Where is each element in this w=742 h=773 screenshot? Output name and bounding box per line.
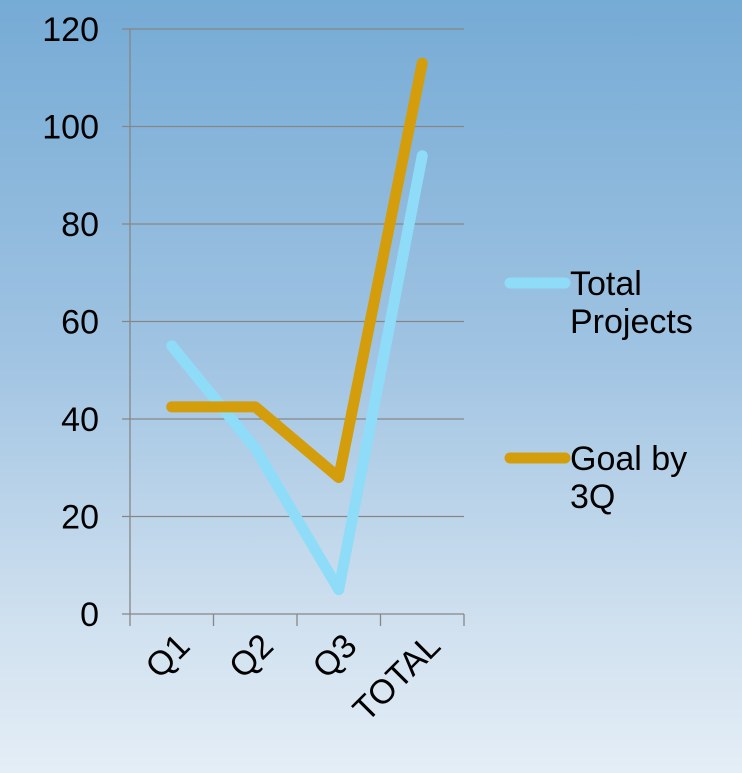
series-lines bbox=[166, 57, 428, 596]
y-tick-label: 80 bbox=[61, 206, 99, 244]
legend-label-1: Goal by 3Q bbox=[570, 440, 687, 516]
series-line-1 bbox=[166, 57, 428, 483]
gridlines bbox=[122, 28, 464, 518]
x-tick-label: Q2 bbox=[222, 627, 281, 686]
axes bbox=[122, 29, 465, 626]
y-tick-label: 40 bbox=[61, 401, 99, 439]
y-tick-label: 120 bbox=[42, 11, 99, 49]
legend-label-0: Total Projects bbox=[570, 265, 693, 341]
y-tick-labels: 0 20 40 60 80 100 120 bbox=[42, 11, 99, 634]
y-tick-label: 0 bbox=[80, 596, 99, 634]
x-tick-label: TOTAL bbox=[346, 627, 448, 729]
y-tick-label: 60 bbox=[61, 304, 99, 342]
x-tick-label: Q1 bbox=[138, 627, 197, 686]
y-tick-label: 20 bbox=[61, 499, 99, 537]
x-tick-label: Q3 bbox=[305, 627, 364, 686]
legend: Total Projects Goal by 3Q bbox=[504, 265, 693, 516]
series-line-0 bbox=[166, 150, 428, 596]
y-tick-label: 100 bbox=[42, 109, 99, 147]
